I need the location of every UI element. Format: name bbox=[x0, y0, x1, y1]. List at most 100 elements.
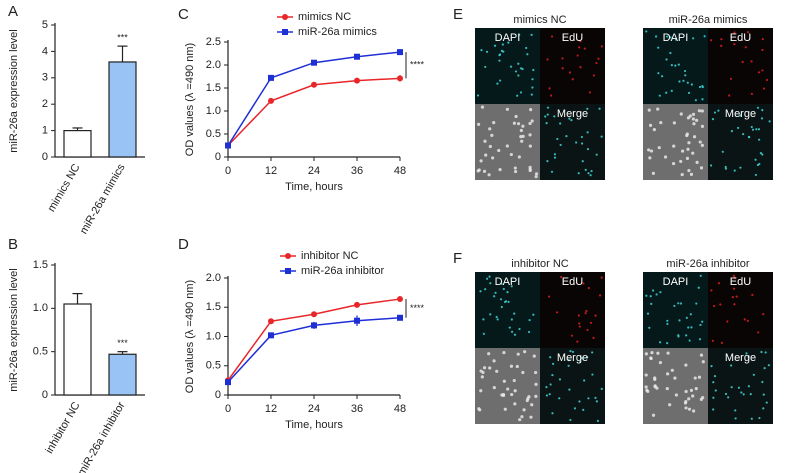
cell bbox=[528, 121, 532, 126]
cell bbox=[655, 386, 659, 390]
cell bbox=[700, 143, 704, 147]
cell bbox=[727, 396, 730, 399]
cell bbox=[522, 408, 526, 412]
series-line bbox=[227, 77, 401, 147]
panel-letter: B bbox=[8, 236, 18, 253]
cell bbox=[519, 128, 523, 133]
channel-label: Merge bbox=[725, 352, 756, 364]
image-title: miR-26a inhibitor bbox=[666, 258, 749, 270]
x-axis-label: Time, hours bbox=[285, 181, 343, 193]
cell bbox=[758, 138, 761, 141]
cell bbox=[525, 46, 528, 50]
cell bbox=[763, 366, 766, 370]
cell bbox=[700, 109, 704, 113]
point bbox=[268, 332, 274, 339]
cell bbox=[666, 351, 670, 355]
point bbox=[354, 53, 360, 60]
cell bbox=[532, 313, 535, 316]
cell bbox=[672, 161, 676, 166]
cell bbox=[654, 35, 658, 38]
cell bbox=[589, 321, 592, 324]
x-tick-label: 0 bbox=[225, 165, 231, 177]
cell bbox=[527, 330, 531, 334]
cell bbox=[600, 135, 603, 138]
cell bbox=[503, 407, 507, 411]
cell bbox=[747, 385, 750, 388]
cell bbox=[691, 151, 695, 155]
cell bbox=[500, 282, 503, 285]
channel-label: EdU bbox=[730, 32, 751, 44]
cell bbox=[509, 364, 514, 368]
cell bbox=[529, 107, 533, 112]
cell bbox=[743, 318, 746, 321]
micrograph bbox=[475, 348, 540, 424]
cell bbox=[520, 415, 524, 419]
cell bbox=[493, 44, 497, 47]
cell bbox=[687, 141, 691, 145]
cell bbox=[750, 60, 753, 63]
cell bbox=[717, 109, 720, 112]
legend-label: inhibitor NC bbox=[301, 250, 359, 262]
cell bbox=[674, 38, 678, 41]
cell bbox=[712, 381, 715, 384]
cell bbox=[750, 417, 753, 420]
cell bbox=[528, 133, 532, 137]
cell bbox=[556, 311, 559, 314]
cell bbox=[687, 168, 691, 173]
cell bbox=[744, 46, 747, 49]
x-tick-label: inhibitor NC bbox=[43, 400, 82, 456]
cell bbox=[679, 302, 683, 305]
y-axis-label: miR-26a expression level bbox=[8, 29, 20, 153]
cell bbox=[745, 352, 748, 355]
cell bbox=[760, 350, 763, 354]
micrograph bbox=[540, 104, 605, 180]
point bbox=[268, 97, 274, 104]
cell bbox=[549, 383, 552, 386]
cell bbox=[729, 77, 733, 80]
cell bbox=[648, 326, 651, 329]
cell bbox=[712, 408, 715, 411]
cell bbox=[762, 393, 765, 396]
y-tick-label: 0 bbox=[42, 389, 48, 401]
cell bbox=[669, 36, 672, 39]
cell bbox=[516, 352, 520, 356]
cell bbox=[571, 78, 574, 81]
cell bbox=[668, 403, 672, 407]
cell bbox=[584, 312, 587, 315]
cell bbox=[546, 58, 549, 61]
cell bbox=[724, 392, 728, 396]
cell bbox=[476, 94, 480, 97]
cell bbox=[735, 295, 738, 298]
cell bbox=[712, 396, 715, 399]
cell bbox=[673, 304, 676, 308]
point bbox=[354, 317, 360, 324]
cell bbox=[493, 295, 496, 298]
cell bbox=[482, 366, 487, 370]
micrograph bbox=[708, 348, 773, 424]
cell bbox=[754, 158, 757, 161]
cell bbox=[495, 315, 498, 319]
point bbox=[397, 314, 403, 321]
cell bbox=[732, 287, 736, 290]
cell bbox=[691, 112, 696, 116]
y-tick-label: 1.5 bbox=[33, 259, 48, 271]
cell bbox=[656, 107, 660, 111]
bar bbox=[108, 61, 137, 158]
cell bbox=[691, 394, 695, 398]
cell bbox=[695, 302, 698, 305]
cell bbox=[520, 139, 524, 143]
cell bbox=[699, 353, 704, 357]
cell bbox=[672, 144, 676, 148]
cell bbox=[683, 69, 687, 73]
cell bbox=[594, 314, 597, 317]
cell bbox=[547, 295, 551, 298]
cell bbox=[587, 172, 590, 175]
cell bbox=[678, 80, 681, 83]
point bbox=[268, 74, 274, 81]
cell bbox=[516, 122, 521, 126]
cell bbox=[658, 94, 661, 97]
legend-label: miR-26a mimics bbox=[298, 26, 377, 38]
cell bbox=[546, 160, 549, 163]
cell bbox=[553, 115, 556, 118]
